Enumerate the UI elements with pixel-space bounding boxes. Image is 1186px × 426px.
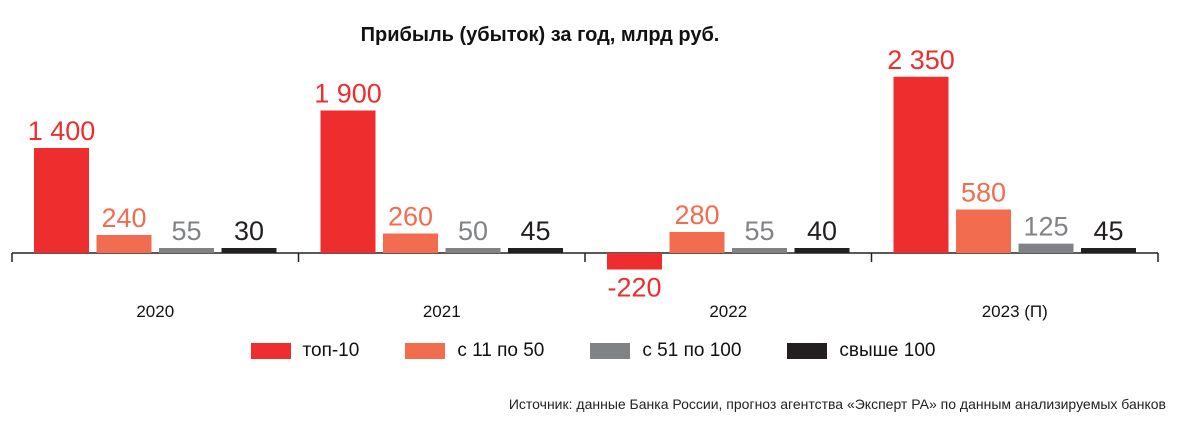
legend-label: свыше 100 <box>839 340 936 361</box>
bar <box>669 232 725 253</box>
x-tick-label: 2023 (П) <box>982 302 1048 321</box>
data-label: 50 <box>458 216 488 246</box>
legend: топ-10 с 11 по 50 с 51 по 100 свыше 100 <box>0 340 1186 362</box>
data-label: 40 <box>807 216 837 246</box>
legend-swatch <box>787 343 828 359</box>
legend-label: топ-10 <box>302 340 360 361</box>
x-tick-label: 2021 <box>423 302 461 321</box>
bar <box>1081 248 1136 253</box>
source-note: Источник: данные Банка России, прогноз а… <box>508 396 1166 412</box>
bar <box>732 248 787 253</box>
bar <box>794 248 850 253</box>
bar <box>607 253 662 270</box>
data-label: 240 <box>101 203 146 233</box>
legend-swatch <box>590 343 631 359</box>
bar <box>445 248 501 253</box>
legend-item: топ-10 <box>250 340 360 362</box>
bar <box>383 233 438 253</box>
data-label: 1 400 <box>28 116 96 146</box>
bar <box>1018 243 1074 253</box>
data-label: 55 <box>744 216 774 246</box>
data-label: 280 <box>674 200 719 230</box>
x-tick-label: 2020 <box>136 302 174 321</box>
data-label: -220 <box>607 273 661 303</box>
legend-item: с 51 по 100 <box>590 340 741 362</box>
data-label: 55 <box>171 216 201 246</box>
data-label: 580 <box>961 178 1006 208</box>
bar <box>893 76 949 253</box>
legend-item: с 11 по 50 <box>405 340 544 362</box>
legend-item: свыше 100 <box>787 340 935 362</box>
data-label: 260 <box>388 202 433 232</box>
bar <box>159 248 214 253</box>
data-label: 1 900 <box>314 79 382 109</box>
legend-label: с 51 по 100 <box>642 340 742 361</box>
data-label: 30 <box>234 216 264 246</box>
data-label: 2 350 <box>887 45 955 75</box>
bar <box>221 248 277 253</box>
legend-swatch <box>405 343 446 359</box>
legend-swatch <box>250 343 291 359</box>
bar <box>320 110 376 253</box>
data-label: 45 <box>1093 216 1123 246</box>
data-label: 125 <box>1023 212 1068 242</box>
x-tick-label: 2022 <box>709 302 747 321</box>
legend-label: с 11 по 50 <box>457 340 545 361</box>
bar <box>508 248 563 253</box>
chart-title: Прибыль (убыток) за год, млрд руб. <box>360 24 720 46</box>
bar <box>956 209 1011 253</box>
bar <box>96 235 152 253</box>
bar <box>34 148 89 253</box>
data-label: 45 <box>520 216 550 246</box>
